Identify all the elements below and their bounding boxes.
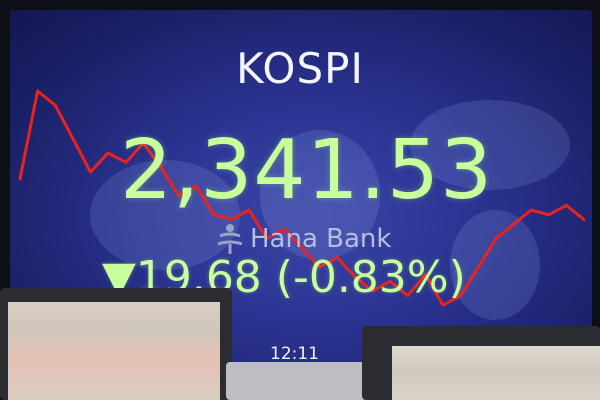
clock-time: 12:11: [270, 344, 319, 364]
index-value: 2,341.53: [120, 123, 494, 218]
foreground-monitor-right: [362, 326, 600, 400]
index-line-chart: [18, 89, 586, 307]
map-continent: [450, 210, 540, 320]
index-title: KOSPI: [236, 44, 364, 93]
map-continent: [260, 130, 380, 260]
index-line-series: [18, 89, 586, 307]
sponsor-name: Hana Bank: [250, 224, 392, 254]
monitor-screen: [392, 346, 600, 400]
map-continent: [410, 100, 570, 190]
monitor-screen: [8, 302, 220, 400]
foreground-monitor-left: [0, 288, 232, 400]
sponsor-logo: Hana Bank: [214, 222, 391, 256]
hana-bank-logo-icon: [217, 224, 243, 254]
